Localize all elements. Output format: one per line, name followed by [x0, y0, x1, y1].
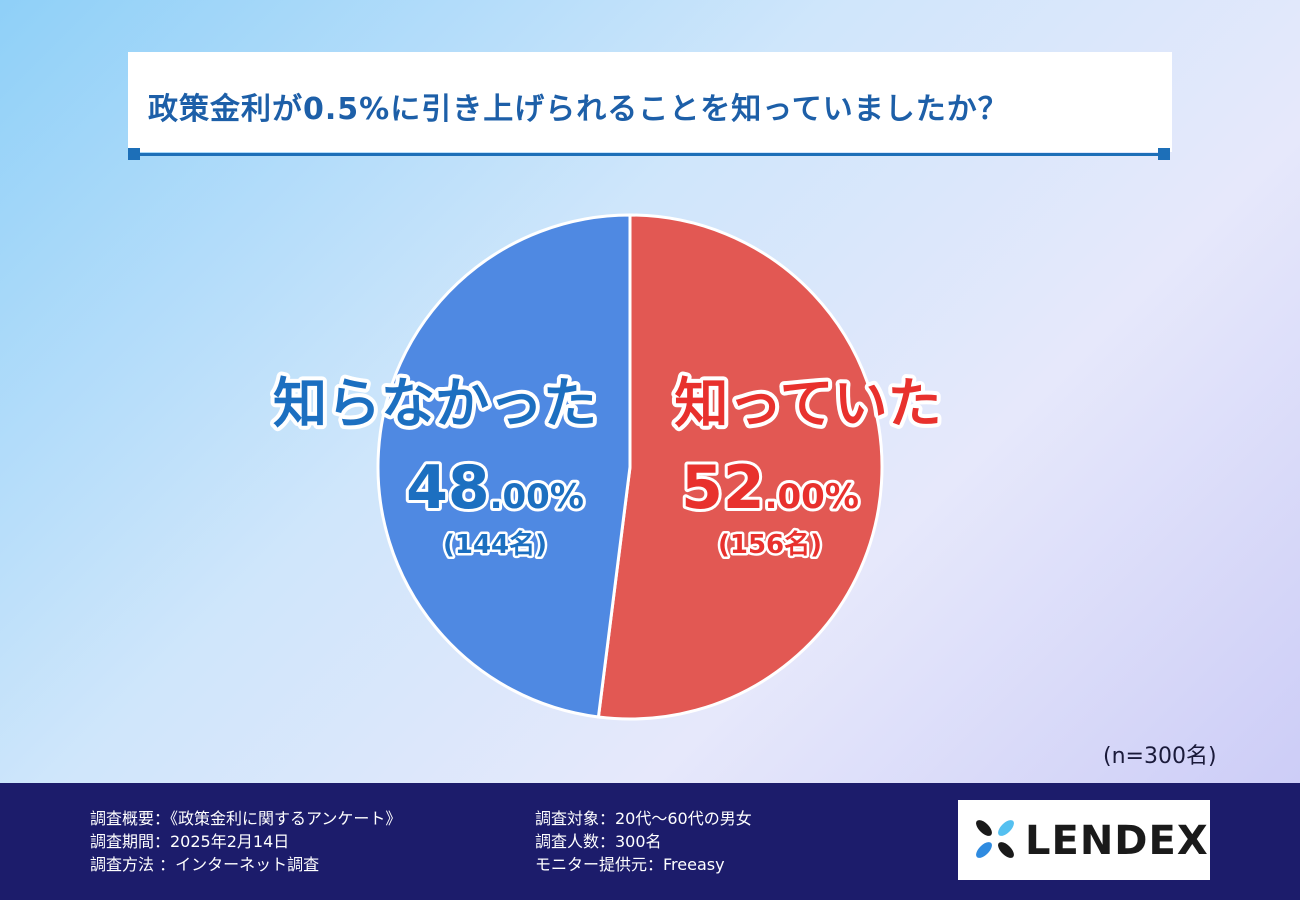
slice-label-1: 知っていた — [674, 372, 941, 435]
title-underline — [133, 153, 1165, 156]
slice-percent-1: 52.00% — [681, 453, 859, 523]
footer-survey-period: 調査期間：2025年2月14日 — [90, 832, 290, 851]
footer-survey-summary: 調査概要：《政策金利に関するアンケート》 — [90, 809, 402, 828]
slice-label-2: 知らなかった — [273, 372, 597, 435]
slice-count-1: (156名) — [718, 529, 822, 560]
title-box — [128, 52, 1172, 152]
slice-percent-2: 48.00% — [406, 453, 584, 523]
logo-box — [958, 800, 1210, 880]
underline-cap-right — [1158, 148, 1170, 160]
lendex-logo-mark-icon — [976, 820, 1014, 858]
footer-survey-target: 調査対象：20代～60代の男女 — [535, 809, 752, 828]
footer-monitor-provider: モニター提供元：Freeasy — [535, 855, 725, 874]
footer-survey-count: 調査人数：300名 — [535, 832, 662, 851]
pie-slice-2 — [376, 213, 632, 719]
lendex-logo-text: LENDEX — [1025, 818, 1209, 864]
underline-cap-left — [128, 148, 140, 160]
chart-title: 政策金利が0.5%に引き上げられることを知っていましたか？ — [148, 92, 1009, 127]
sample-size-note: (n=300名) — [1103, 744, 1217, 769]
slice-count-2: (144名) — [443, 529, 547, 560]
pie-slice-1 — [596, 213, 884, 721]
footer-survey-method: 調査方法 ：インターネット調査 — [90, 855, 320, 874]
